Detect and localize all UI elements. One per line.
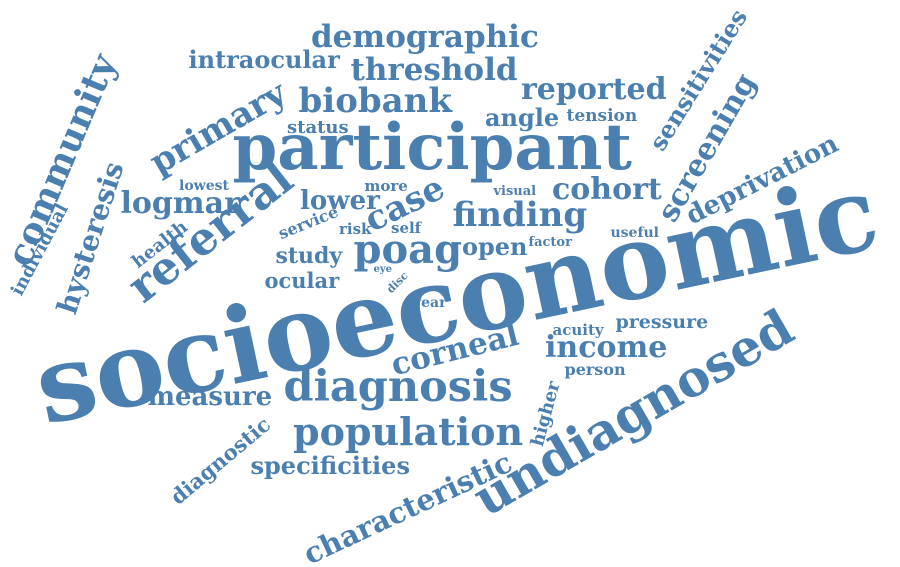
word-useful: useful	[610, 225, 660, 241]
word-eye: eye	[373, 264, 393, 275]
word-open: open	[462, 232, 528, 261]
word-income: income	[545, 330, 668, 365]
word-study: study	[275, 243, 343, 269]
word-acuity: acuity	[552, 320, 604, 339]
word-intraocular: intraocular	[188, 45, 340, 74]
word-cohort: cohort	[552, 172, 662, 207]
word-diagnosis: diagnosis	[283, 361, 513, 412]
word-year: year	[413, 295, 447, 311]
word-status: status	[287, 117, 349, 138]
word-poag: poag	[353, 226, 463, 273]
word-participant: participant	[232, 110, 632, 185]
word-ocular: ocular	[264, 267, 340, 293]
word-biobank: biobank	[298, 81, 452, 121]
word-risk: risk	[339, 219, 372, 238]
word-person: person	[564, 360, 626, 379]
word-lower: lower	[300, 186, 380, 216]
word-factor: factor	[528, 234, 572, 250]
word-population: population	[293, 409, 524, 454]
word-tension: tension	[566, 105, 638, 126]
word-reported: reported	[521, 72, 667, 107]
word-visual: visual	[493, 183, 537, 199]
word-lowest: lowest	[179, 178, 229, 194]
word-self: self	[391, 218, 422, 237]
word-logmar: logmar	[120, 186, 240, 221]
word-more: more	[364, 176, 408, 195]
word-specificities: specificities	[250, 451, 410, 480]
word-angle: angle	[485, 103, 560, 132]
word-pressure: pressure	[615, 310, 709, 333]
word-finding: finding	[452, 195, 588, 235]
word-measure: measure	[147, 382, 273, 412]
word-demographic: demographic	[311, 18, 539, 55]
word-threshold: threshold	[350, 51, 518, 88]
